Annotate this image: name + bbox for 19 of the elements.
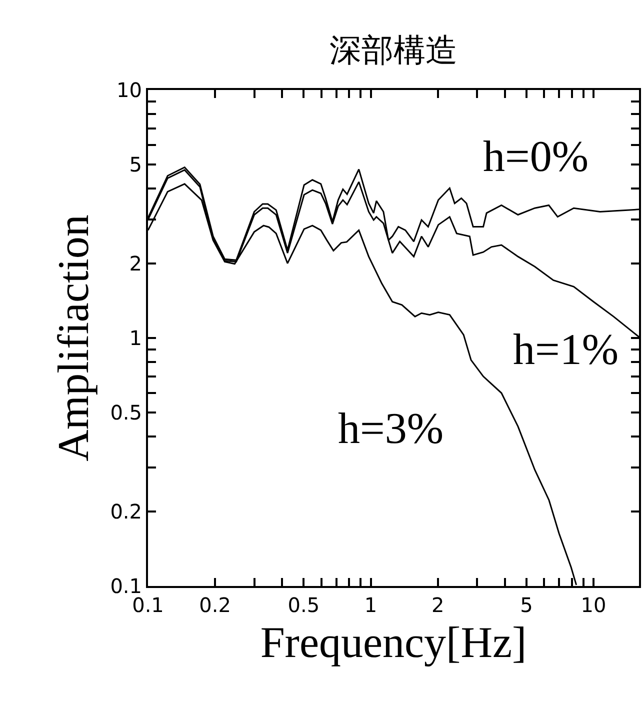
y-tick-label: 5	[129, 152, 142, 177]
legend-label: h=1%	[513, 325, 618, 374]
y-tick-label: 0.5	[110, 400, 142, 425]
chart-title: 深部構造	[330, 30, 458, 69]
legend-label: h=0%	[483, 132, 588, 181]
y-tick-label: 10	[116, 78, 142, 102]
x-axis-title: Frequency[Hz]	[260, 618, 527, 667]
y-tick-label: 0.1	[110, 574, 142, 598]
series-label: h=3%	[338, 404, 444, 453]
x-tick-label: 0.2	[199, 593, 231, 617]
x-tick-label: 5	[520, 593, 533, 617]
x-tick-label: 2	[431, 593, 444, 617]
y-tick-label: 2	[129, 251, 142, 276]
y-axis-title: Amplifiaction	[48, 214, 98, 462]
y-tick-label: 1	[129, 326, 142, 350]
y-tick-label: 0.2	[110, 499, 142, 524]
x-tick-label: 0.5	[288, 593, 320, 617]
x-tick-label: 1	[364, 593, 378, 617]
x-tick-label: 10	[580, 593, 606, 617]
